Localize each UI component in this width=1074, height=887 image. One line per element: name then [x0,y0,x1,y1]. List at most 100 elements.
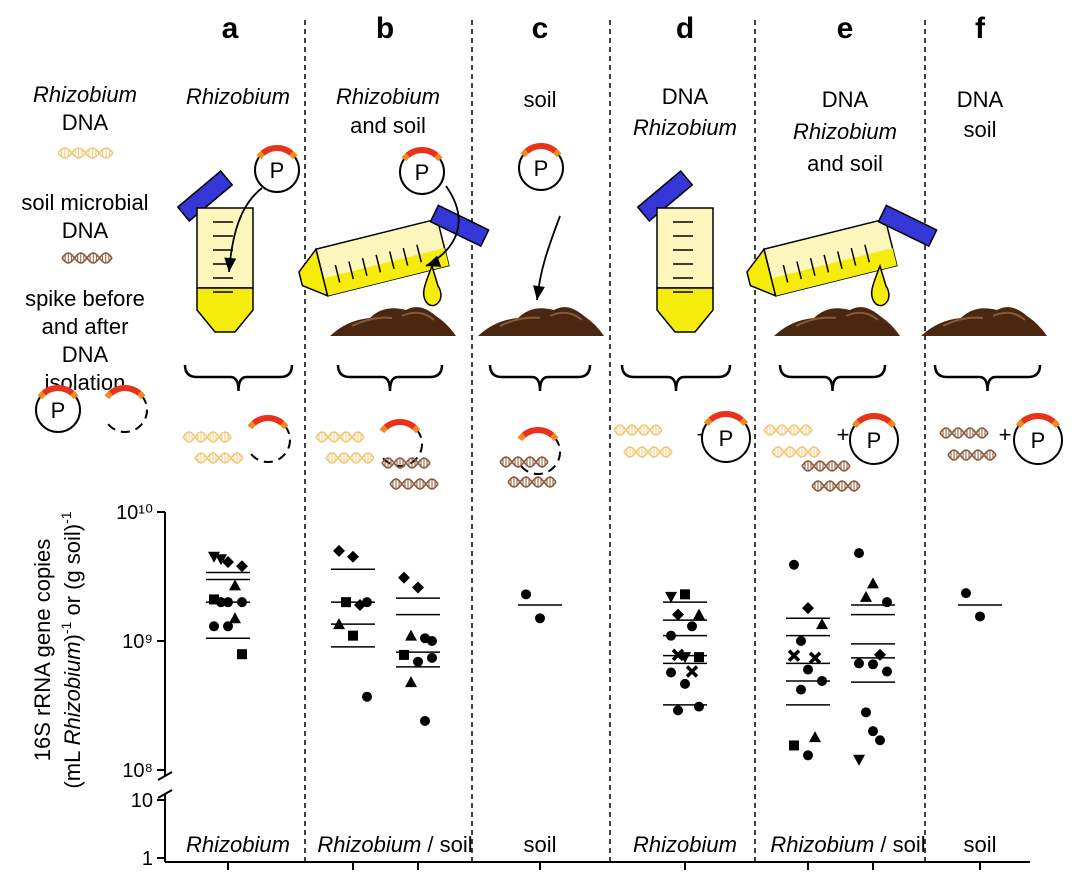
column-label: DNA [822,87,869,112]
point [680,678,690,689]
tube-graduation [782,264,789,283]
tube-liquid [771,248,897,296]
y-axis-title: 16S rRNA gene copies (mL Rhizobium)-1 or… [30,511,85,788]
column-label: DNA [662,84,709,109]
tube-body [196,207,254,289]
axis-break [157,789,173,799]
column-letter: b [376,12,394,45]
soil-highlight [942,311,1026,327]
plasmid-gene [856,413,892,425]
point [535,613,545,624]
point [223,597,233,608]
soil-highlight [795,311,879,327]
dna-strand [947,449,997,461]
y-label-part: or (g soil) [60,524,85,622]
x-tick-label: Rhizobium / soil [770,832,925,857]
y-label-part: -1 [58,511,74,524]
point [405,629,417,641]
plasmid: P [399,147,445,195]
y-label-part: ) [60,634,85,641]
plasmid-gene [405,147,439,158]
tube [636,170,714,333]
point [672,608,684,621]
legend-text: DNA [62,218,109,243]
dna-strand [389,478,439,490]
dna-helix [389,478,439,490]
plasmid-label: P [1031,428,1046,453]
plasmid: P [1013,413,1063,465]
legend-text: DNA [62,110,109,135]
dna-strand [61,252,113,264]
y-label-line: 16S rRNA gene copies [30,539,55,762]
plasmid-gene [260,145,294,156]
point [861,707,871,718]
column-label: DNA [957,87,1004,112]
dna-strand [325,452,375,464]
dna-strand [182,431,232,443]
tube-liquid [196,287,254,333]
column-letter: e [837,12,854,45]
plasmid-gene [708,411,744,423]
point [860,590,872,602]
soil-pile [921,307,1047,336]
point [362,691,372,702]
point [666,630,676,641]
legend-labels: Rhizobium DNA soil microbial DNA spike b… [21,82,148,395]
legend-text: Rhizobium [33,82,137,107]
soil [921,307,1047,336]
column-label: Rhizobium [633,115,737,140]
point [868,659,878,670]
point [521,589,531,600]
dna-helix [499,456,549,468]
tube-graduation [823,254,830,273]
y-tick-label: 1 [142,848,153,870]
point [868,726,878,737]
y-label-line: (mL Rhizobium)-1 or (g soil)-1 [58,511,85,788]
tube-cap [176,170,234,222]
point [809,731,821,743]
tube-graduation [375,254,382,273]
point [803,750,813,761]
plasmid-gene [251,415,285,426]
point [399,649,409,660]
tube-graduation [402,247,409,266]
tube-graduation [334,264,341,283]
point [209,594,219,605]
dna-helix [325,452,375,464]
dna-strand [381,457,431,469]
separators [304,20,926,862]
plasmid: P [254,145,300,193]
tube-graduation [361,258,368,276]
point [874,648,886,661]
column-label: Rhizobium [793,119,897,144]
tube-graduation [836,251,843,270]
dna-strand [194,452,244,464]
tube-graduation [388,251,395,270]
point [671,648,685,662]
point [420,715,430,726]
point [875,735,885,746]
dna-helix [315,431,365,443]
point [236,560,248,573]
tube-tip [298,247,329,298]
dna-helix [61,252,113,264]
x-label-part: Rhizobium [317,832,421,857]
x-tick-labels: Rhizobium Rhizobium / soil soil Rhizobiu… [186,832,996,857]
column-label: and soil [807,151,883,176]
point [673,705,683,716]
tube-graduation [809,258,816,276]
dna-helix [947,449,997,461]
point [420,633,430,644]
column-headers: a b c d e f Rhizobium Rhizobium and soil… [186,12,1004,176]
soil-pile [330,307,456,336]
point [693,608,705,620]
x-label-part: / soil [421,832,472,857]
point [666,667,676,678]
tube-body [656,207,714,289]
plasmid-gene [108,385,142,396]
tube-graduation [850,247,857,266]
point [412,581,424,594]
dna-helix [194,452,244,464]
point [665,591,677,603]
